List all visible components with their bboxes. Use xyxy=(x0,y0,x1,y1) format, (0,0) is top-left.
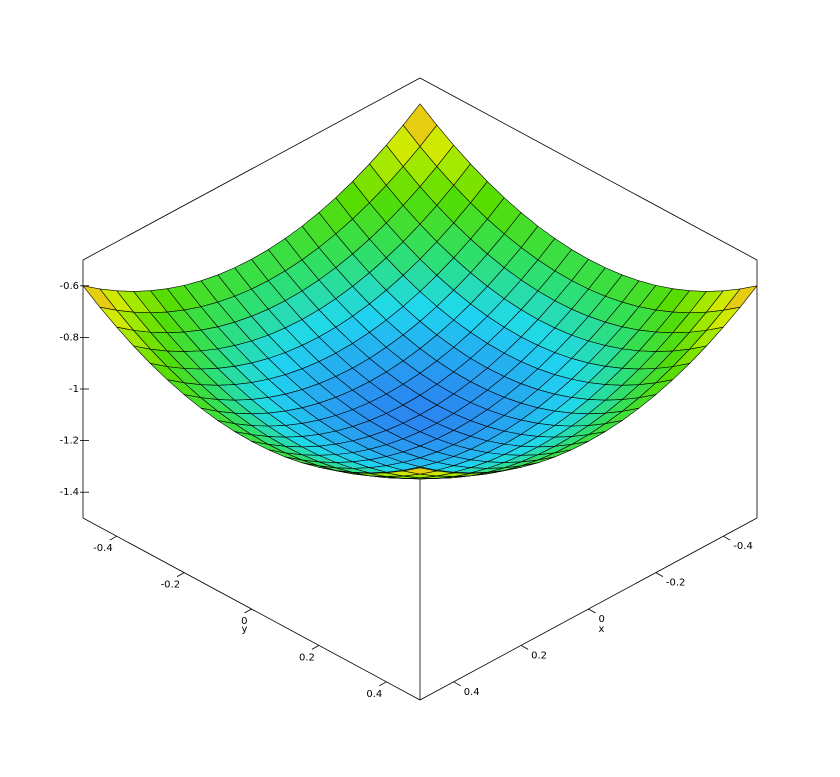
z-tick-label: -0.6 xyxy=(59,281,79,292)
y-tick-label: -0.2 xyxy=(161,580,181,591)
y-tick xyxy=(244,608,252,614)
z-tick-label: -0.8 xyxy=(59,332,79,343)
y-tick xyxy=(379,681,387,687)
x-tick xyxy=(453,681,461,687)
z-tick-label: -1.4 xyxy=(59,487,79,498)
z-tick-label: -1 xyxy=(69,384,79,395)
y-tick-label: 0.2 xyxy=(299,652,315,663)
x-tick-label: 0.4 xyxy=(464,687,480,698)
surface-patch xyxy=(402,467,438,475)
x-tick xyxy=(655,572,664,577)
x-tick-label: 0.2 xyxy=(531,650,547,661)
box-edge xyxy=(82,77,421,261)
y-tick-label: 0 xyxy=(241,616,247,627)
y-tick-label: 0.4 xyxy=(366,689,382,700)
x-tick-label: -0.2 xyxy=(666,578,686,589)
x-tick xyxy=(520,645,529,650)
x-tick xyxy=(588,608,596,614)
x-tick xyxy=(723,535,731,541)
y-tick xyxy=(311,645,320,650)
y-tick-label: -0.4 xyxy=(93,543,113,554)
x-tick-label: 0 xyxy=(599,614,605,625)
x-axis-label: x xyxy=(599,624,605,635)
x-tick-label: -0.4 xyxy=(733,541,753,552)
y-tick xyxy=(109,535,117,541)
y-tick xyxy=(176,572,185,577)
z-tick-label: -1.2 xyxy=(59,436,79,447)
box-edge xyxy=(419,77,758,261)
y-axis-label: y xyxy=(242,624,248,635)
